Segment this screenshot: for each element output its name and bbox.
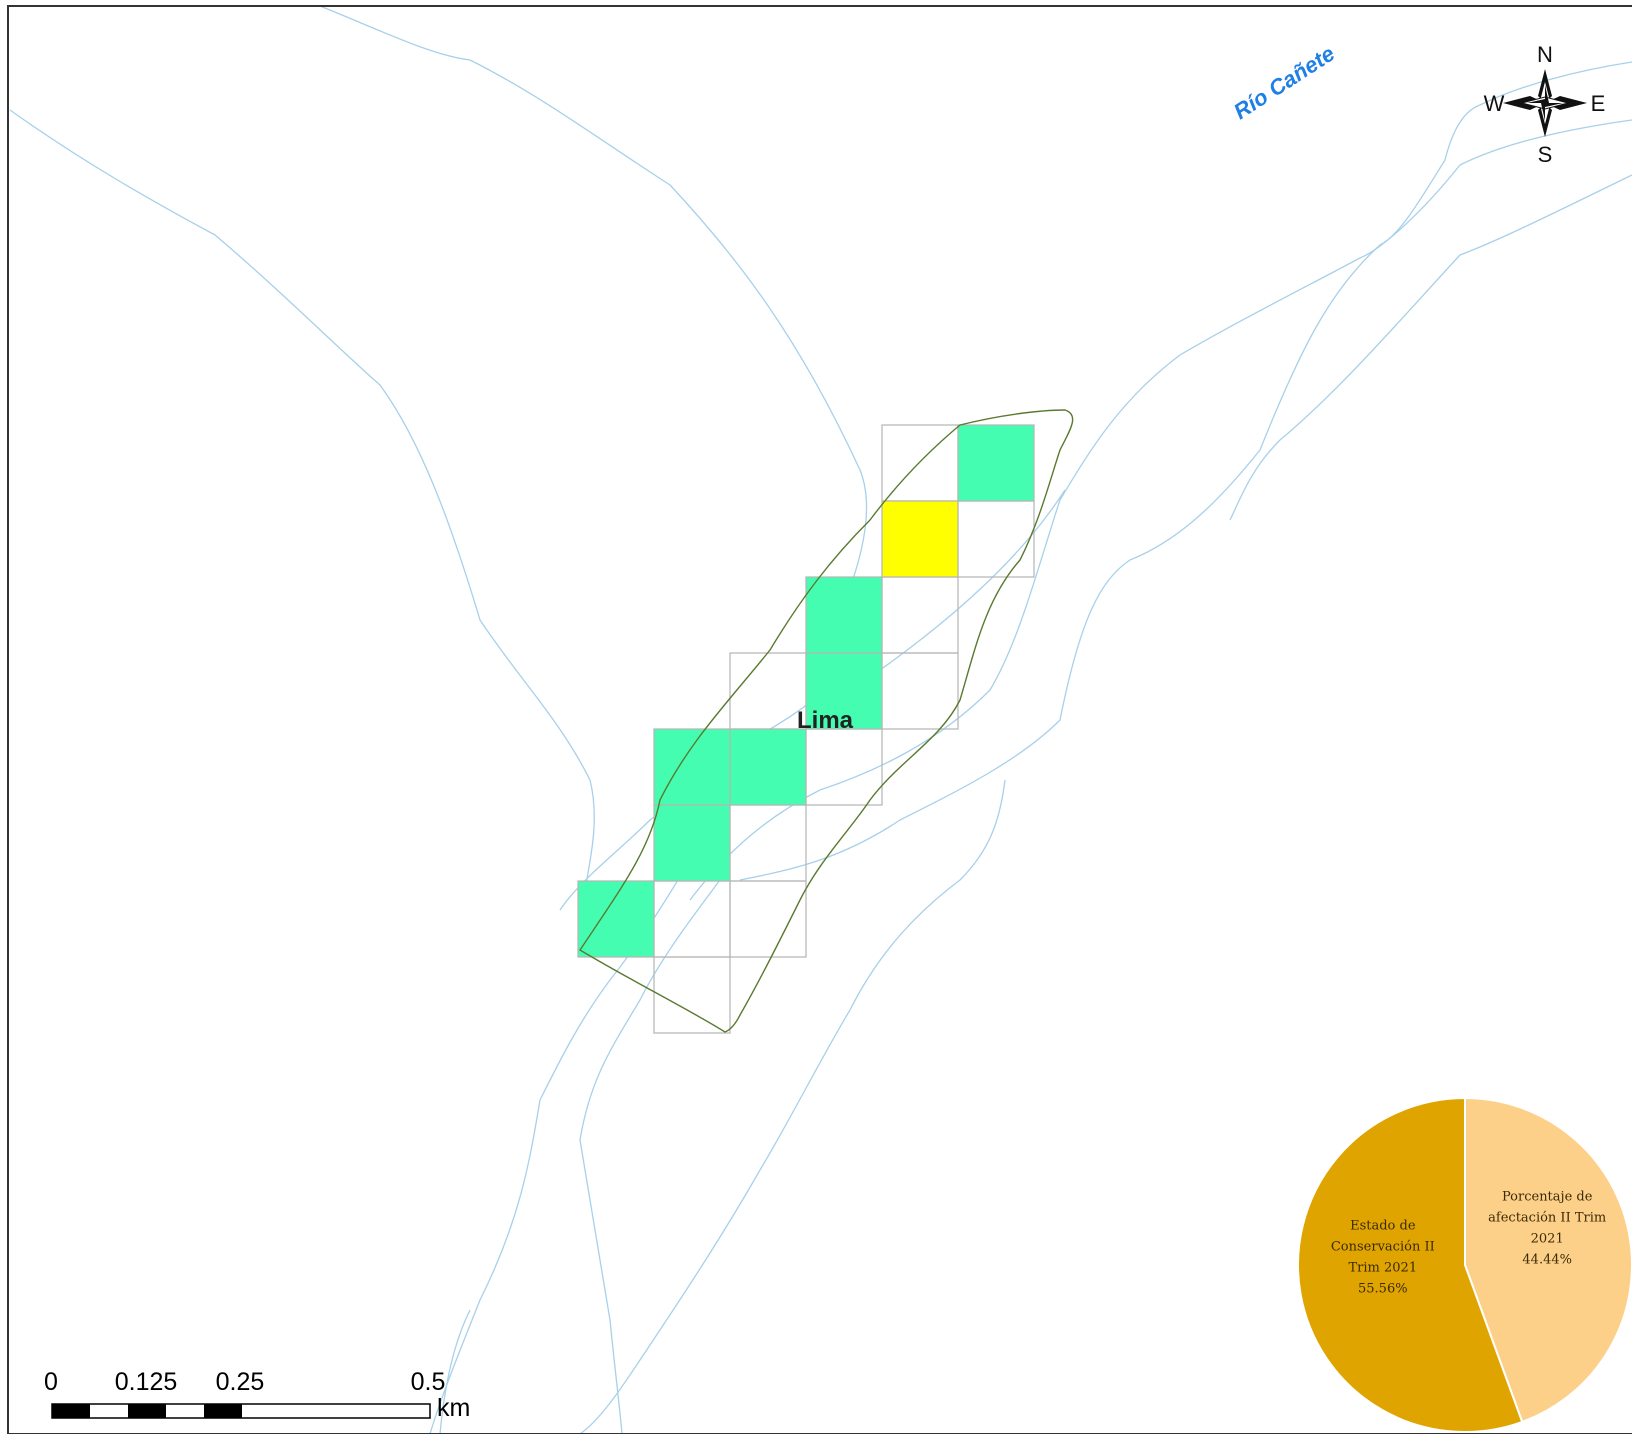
compass-south: S xyxy=(1538,142,1553,167)
map-frame xyxy=(7,5,1632,1434)
grid-cell-conserved xyxy=(729,728,807,806)
grid-cell-outline xyxy=(881,652,959,730)
grid-cell-outline xyxy=(881,576,959,654)
grid-cell-affected xyxy=(881,500,959,578)
compass-east: E xyxy=(1591,91,1606,116)
pie-slice-0 xyxy=(1464,1096,1632,1424)
grid-cell-conserved xyxy=(805,652,883,730)
river-label: Río Cañete xyxy=(1229,41,1339,125)
grid-cell-outline xyxy=(729,880,807,958)
grid-cell-outline xyxy=(729,652,807,730)
grid-cell-outline xyxy=(957,500,1035,578)
pie-slice-label-0: Porcentaje de afectación II Trim 2021 44.44… xyxy=(1488,1190,1606,1268)
stream-line xyxy=(319,5,868,641)
grid-cells xyxy=(577,424,1035,1034)
pie-slice-label-1: Estado de Conservación II Trim 2021 55.56% xyxy=(1331,1219,1435,1297)
study-area-boundary xyxy=(579,409,1074,1033)
compass-north: N xyxy=(1537,42,1553,67)
grid-cell-outline xyxy=(653,880,731,958)
grid-cell-conserved xyxy=(805,576,883,654)
scale-bar: 0 0.125 0.25 0.5 km xyxy=(44,1368,470,1422)
stream-line xyxy=(1229,174,1632,521)
grid-cell-conserved xyxy=(653,728,731,806)
stream-line xyxy=(429,489,1066,1434)
compass-west: W xyxy=(1484,91,1505,116)
scale-unit: km xyxy=(437,1394,470,1422)
place-label: Lima xyxy=(797,707,854,734)
scale-label-0.5: 0.5 xyxy=(411,1368,446,1396)
north-arrow-icon xyxy=(1503,69,1587,137)
stream-line xyxy=(439,1309,471,1434)
grid-cell-conserved xyxy=(577,880,655,958)
grid-cell-outline xyxy=(653,956,731,1034)
scale-label-0.125: 0.125 xyxy=(115,1368,178,1396)
pie-chart: Porcentaje de afectación II Trim 2021 44.44… xyxy=(1297,1096,1632,1433)
stream-line xyxy=(1444,61,1632,161)
stream-line xyxy=(739,159,1446,881)
grid-cell-conserved xyxy=(653,804,731,882)
scale-label-0.25: 0.25 xyxy=(216,1368,265,1396)
stream-line xyxy=(9,109,595,891)
stream-line xyxy=(689,119,1632,901)
stream-line xyxy=(579,779,1006,1434)
grid-cell-conserved xyxy=(957,424,1035,502)
stream-line xyxy=(579,879,721,1434)
pie-slice-1 xyxy=(1297,1096,1524,1433)
grid-cell-outline xyxy=(805,728,883,806)
scale-label-0: 0 xyxy=(44,1368,58,1396)
